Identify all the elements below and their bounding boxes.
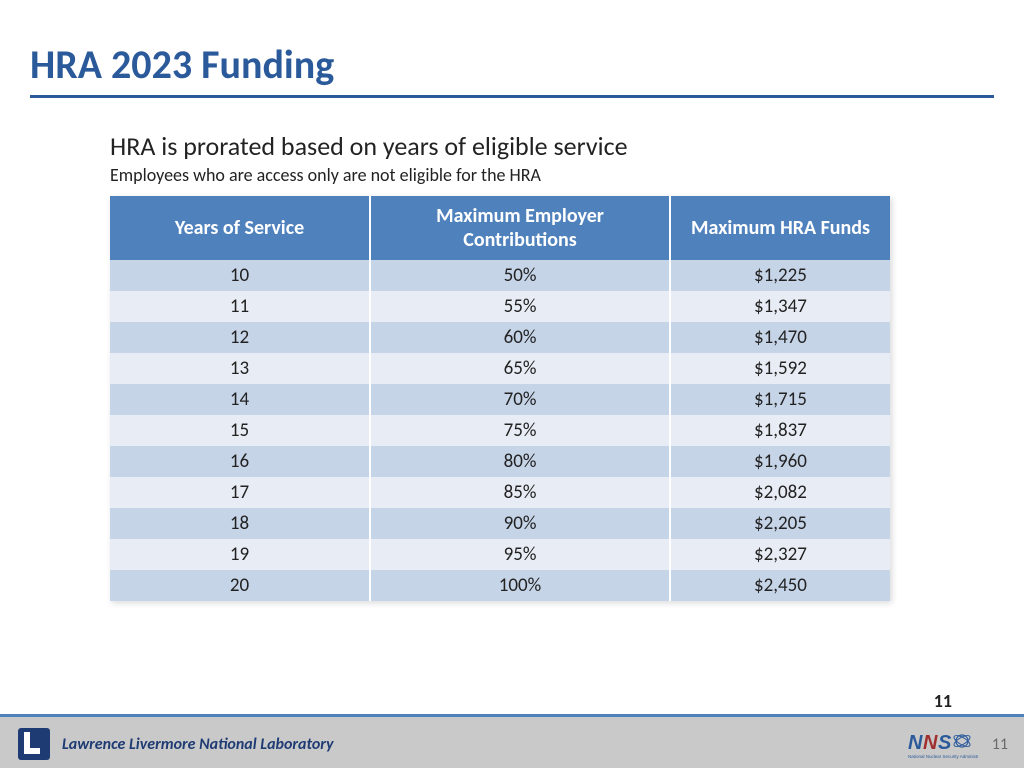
lab-name: Lawrence Livermore National Laboratory (62, 735, 334, 754)
title-rule (30, 95, 994, 98)
subheading: HRA is prorated based on years of eligib… (110, 130, 964, 162)
table-header-row: Years of Service Maximum Employer Contri… (110, 196, 890, 260)
footer-bar: Lawrence Livermore National Laboratory N… (0, 717, 1024, 768)
table-row: 1995%$2,327 (110, 539, 890, 570)
table-row: 1470%$1,715 (110, 384, 890, 415)
table-cell: 20 (110, 570, 370, 601)
table-cell: $1,225 (670, 260, 890, 291)
col-header-years: Years of Service (110, 196, 370, 260)
nnsa-logo-icon: N N S National Nuclear Security Administ… (908, 729, 978, 759)
table-row: 1575%$1,837 (110, 415, 890, 446)
table-cell: 65% (370, 353, 670, 384)
table-body: 1050%$1,2251155%$1,3471260%$1,4701365%$1… (110, 260, 890, 601)
table-cell: $2,082 (670, 477, 890, 508)
col-header-funds: Maximum HRA Funds (670, 196, 890, 260)
table-head: Years of Service Maximum Employer Contri… (110, 196, 890, 260)
table-cell: 17 (110, 477, 370, 508)
table-cell: 100% (370, 570, 670, 601)
llnl-logo-icon (16, 726, 52, 762)
table-row: 1680%$1,960 (110, 446, 890, 477)
table-row: 1260%$1,470 (110, 322, 890, 353)
table-cell: 55% (370, 291, 670, 322)
table-row: 1785%$2,082 (110, 477, 890, 508)
table-cell: $1,837 (670, 415, 890, 446)
table-row: 1155%$1,347 (110, 291, 890, 322)
table-cell: $1,960 (670, 446, 890, 477)
table-cell: $1,715 (670, 384, 890, 415)
hra-table: Years of Service Maximum Employer Contri… (110, 196, 890, 601)
svg-text:National Nuclear Security Admi: National Nuclear Security Administration (908, 754, 978, 759)
page-number-overlay: 11 (934, 690, 952, 712)
table-cell: 75% (370, 415, 670, 446)
footer-right: N N S National Nuclear Security Administ… (908, 729, 1008, 759)
table-cell: 15 (110, 415, 370, 446)
table-cell: 60% (370, 322, 670, 353)
table-cell: $1,592 (670, 353, 890, 384)
table-cell: 16 (110, 446, 370, 477)
footer: Lawrence Livermore National Laboratory N… (0, 714, 1024, 768)
svg-text:S: S (938, 732, 952, 754)
page-number: 11 (992, 735, 1008, 754)
table-cell: 18 (110, 508, 370, 539)
svg-text:N: N (923, 732, 938, 754)
table-cell: $2,450 (670, 570, 890, 601)
table-cell: 70% (370, 384, 670, 415)
table-row: 1050%$1,225 (110, 260, 890, 291)
table-cell: $1,347 (670, 291, 890, 322)
table-cell: $2,205 (670, 508, 890, 539)
slide: HRA 2023 Funding HRA is prorated based o… (0, 0, 1024, 768)
col-header-contrib: Maximum Employer Contributions (370, 196, 670, 260)
content: HRA is prorated based on years of eligib… (0, 106, 1024, 601)
page-title: HRA 2023 Funding (30, 40, 994, 89)
table-cell: $1,470 (670, 322, 890, 353)
subnote: Employees who are access only are not el… (110, 164, 964, 186)
footer-left: Lawrence Livermore National Laboratory (16, 726, 334, 762)
table-cell: 95% (370, 539, 670, 570)
table-cell: 14 (110, 384, 370, 415)
table-row: 1890%$2,205 (110, 508, 890, 539)
table-cell: 90% (370, 508, 670, 539)
table-row: 20100%$2,450 (110, 570, 890, 601)
table-cell: 50% (370, 260, 670, 291)
table-cell: 10 (110, 260, 370, 291)
table-cell: $2,327 (670, 539, 890, 570)
table-row: 1365%$1,592 (110, 353, 890, 384)
table-cell: 13 (110, 353, 370, 384)
table-cell: 11 (110, 291, 370, 322)
table-cell: 80% (370, 446, 670, 477)
table-cell: 85% (370, 477, 670, 508)
table-cell: 12 (110, 322, 370, 353)
svg-text:N: N (908, 732, 923, 754)
title-area: HRA 2023 Funding (0, 0, 1024, 106)
table-cell: 19 (110, 539, 370, 570)
